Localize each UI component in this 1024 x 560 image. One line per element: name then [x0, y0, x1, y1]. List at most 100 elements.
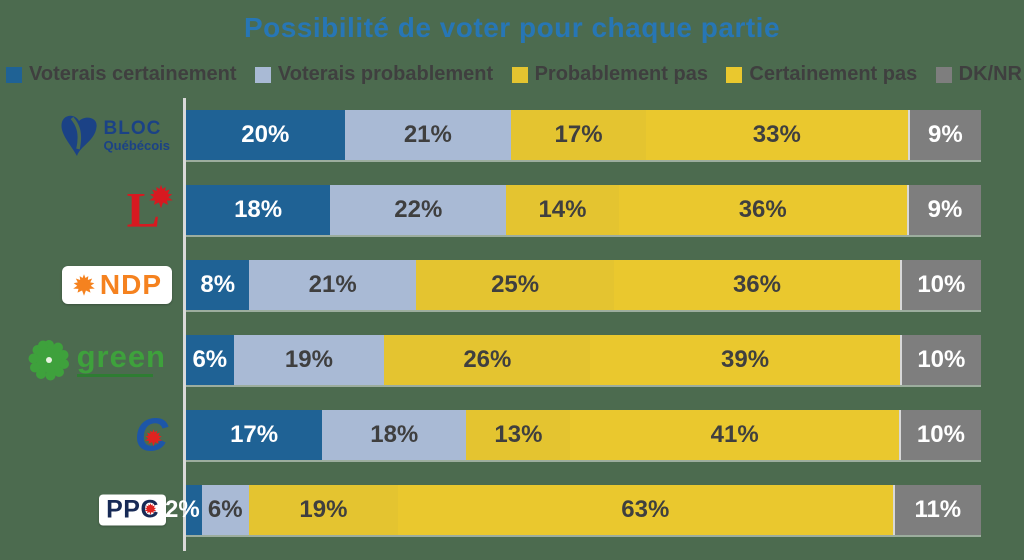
bar-segment: 18% [322, 410, 467, 460]
bar-segment-value: 25% [491, 271, 540, 298]
bar-row-green: green 6% 19% 26% 39% 10% [28, 335, 981, 385]
bar-segment: 2% [165, 485, 202, 535]
bar-segment: 17% [511, 110, 646, 160]
conservative-party-logo: C [135, 411, 168, 457]
legend-swatch-yellow-1 [511, 66, 528, 83]
bar-segment: 21% [249, 260, 416, 310]
bar-segment: 63% [397, 485, 893, 535]
bloc-logo-subtext: Québécois [103, 137, 170, 153]
bar-segment: 41% [570, 410, 899, 460]
bar-segment-value: 10% [917, 271, 966, 298]
bar-segment: 11% [892, 485, 981, 535]
bar-segment-value: 21% [403, 121, 452, 148]
bar-segment-value: 17% [554, 121, 603, 148]
bar-segment-value: 19% [299, 496, 348, 523]
bar-segment-value: 41% [710, 421, 759, 448]
bar-segment: 36% [618, 185, 907, 235]
ppc-logo: PPC [99, 494, 166, 526]
bar-segment-value: 39% [721, 346, 770, 373]
bar-segment-value: 6% [207, 496, 243, 523]
bar-segment-value: 11% [914, 496, 962, 523]
green-logo-underline [76, 373, 154, 377]
bar-segment: 17% [186, 410, 323, 460]
bar-segment: 19% [248, 485, 398, 535]
bar-segment: 10% [898, 410, 981, 460]
legend-label: Voterais certainement [29, 63, 237, 85]
bar-segment-value: 26% [463, 346, 512, 373]
bar-segment: 9% [906, 185, 981, 235]
bar-segment: 19% [233, 335, 385, 385]
bar-segment-value: 36% [732, 271, 781, 298]
bar-segment-value: 18% [234, 196, 283, 223]
legend-swatch-dark-blue [6, 66, 22, 83]
bar-segment-value: 10% [916, 421, 965, 448]
stacked-bar-chart: BLOC Québécois 20% 21% 17% 33% 9% L 18% 22% 14… [0, 98, 1024, 551]
green-logo-text: green [76, 339, 166, 375]
bar-segment-value: 17% [230, 421, 279, 448]
liberal-maple-leaf-icon [149, 184, 173, 209]
bar-segment-value: 19% [284, 346, 333, 373]
bloc-logo-text: BLOC [103, 117, 162, 139]
legend-item-certainement-pas: Certainement pas [726, 63, 917, 86]
bar-row-bloc: BLOC Québécois 20% 21% 17% 33% 9% [61, 110, 981, 160]
legend-label: Certainement pas [749, 63, 918, 85]
legend-item-voterais-certainement: Voterais certainement [6, 63, 237, 86]
bar-segment: 18% [186, 185, 331, 235]
legend-label: Voterais probablement [277, 63, 494, 85]
bar-segment: 6% [186, 335, 234, 385]
legend: Voterais certainement Voterais probablem… [6, 63, 1022, 86]
ppc-maple-leaf-icon [144, 503, 157, 515]
bar-segment: 26% [384, 335, 591, 385]
bar-segment-value: 14% [538, 196, 587, 223]
bar-row-ppc: PPC 2% 6% 19% 63% 11% [99, 485, 981, 535]
bar-segment-value: 21% [308, 271, 357, 298]
chart-title: Possibilité de voter pour chaque partie [243, 12, 781, 43]
legend-label: DK/NR [958, 63, 1022, 85]
bar-row-conservative: C 17% 18% 13% 41% 10% [135, 410, 981, 460]
ndp-logo: NDP [61, 266, 172, 304]
bar-segment: 25% [415, 260, 615, 310]
bar-segment: 21% [344, 110, 512, 160]
bar-segment: 22% [330, 185, 507, 235]
bar-segment: 39% [590, 335, 900, 385]
bar-segment: 13% [466, 410, 571, 460]
bar-segment-value: 18% [370, 421, 419, 448]
green-party-logo: green [27, 338, 166, 382]
bar-row-liberal: L 18% 22% 14% 36% 9% [127, 185, 981, 235]
bar-segment-value: 8% [200, 271, 236, 298]
bar-segment-value: 9% [927, 121, 963, 148]
legend-swatch-yellow-2 [726, 66, 743, 83]
bar-segment-value: 63% [621, 496, 670, 523]
ndp-maple-leaf-icon [73, 274, 95, 296]
y-axis-line [183, 98, 186, 551]
bar-segment-value: 33% [752, 121, 801, 148]
bar-row-ndp: NDP 8% 21% 25% 36% 10% [61, 260, 981, 310]
bar-segment-value: 6% [192, 346, 228, 373]
green-party-flower-icon [28, 340, 69, 381]
bar-segment: 8% [186, 260, 250, 310]
bar-segment-value: 13% [494, 421, 543, 448]
bar-segment-value: 10% [917, 346, 966, 373]
bar-segment-value: 20% [241, 121, 290, 148]
bar-segment: 36% [614, 260, 900, 310]
bloc-quebecois-icon [61, 115, 97, 156]
bar-segment: 10% [899, 260, 981, 310]
legend-swatch-light-blue [254, 66, 271, 83]
liberal-party-logo: L [127, 185, 173, 235]
ndp-logo-text: NDP [99, 269, 162, 300]
bar-segment: 10% [899, 335, 981, 385]
bar-segment: 6% [201, 485, 249, 535]
legend-item-dknr: DK/NR [935, 63, 1022, 86]
bar-segment-value: 22% [394, 196, 443, 223]
bar-segment: 33% [645, 110, 908, 160]
conservative-maple-leaf-icon [144, 429, 162, 447]
legend-swatch-gray [935, 66, 952, 83]
bar-segment: 20% [186, 110, 345, 160]
bar-segment-value: 2% [165, 496, 200, 523]
legend-label: Probablement pas [534, 63, 708, 85]
legend-item-probablement-pas: Probablement pas [511, 63, 708, 86]
bar-segment: 14% [506, 185, 619, 235]
bloc-quebecois-logo: BLOC Québécois [59, 112, 170, 158]
legend-item-voterais-probablement: Voterais probablement [254, 63, 494, 86]
bar-segment-value: 9% [927, 196, 963, 223]
